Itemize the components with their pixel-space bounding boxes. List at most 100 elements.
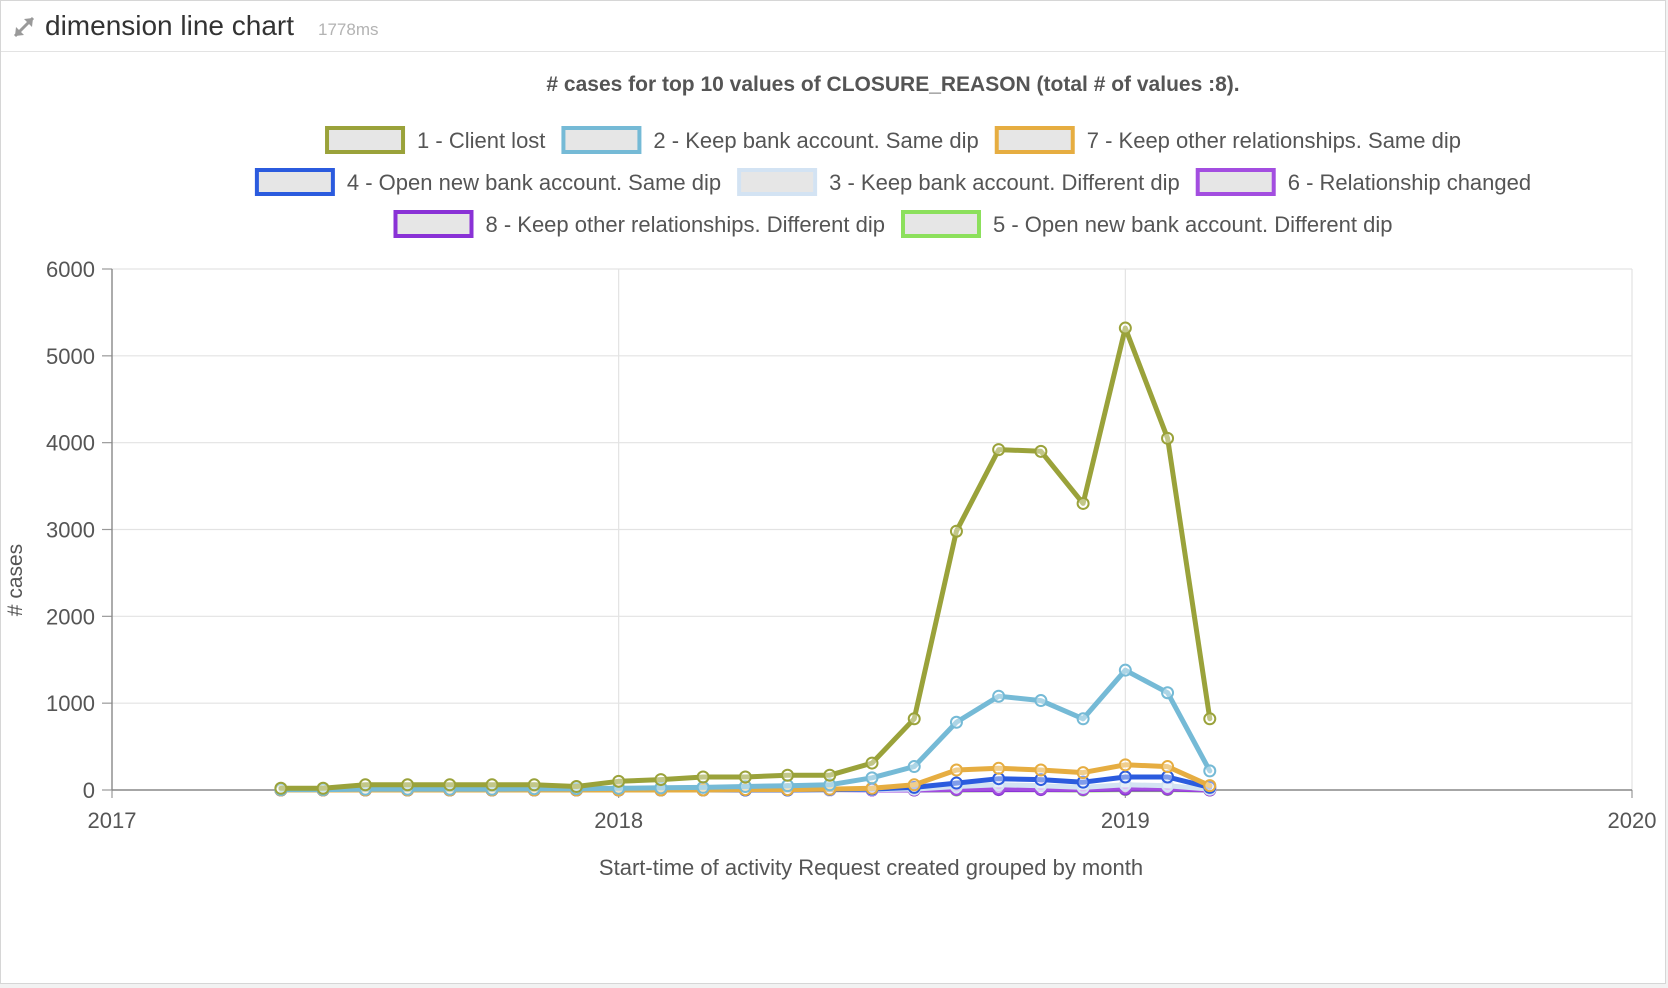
legend-item-2[interactable]: 2 - Keep bank account. Same dip — [561, 126, 979, 154]
legend-label: 3 - Keep bank account. Different dip — [829, 170, 1180, 195]
legend-label: 1 - Client lost — [417, 128, 545, 153]
chart-grid — [112, 268, 1633, 790]
y-tick-label: 1000 — [46, 691, 95, 716]
legend-swatch — [254, 168, 335, 196]
data-point[interactable] — [1203, 712, 1217, 726]
y-tick-label: 4000 — [46, 431, 95, 456]
legend-item-5[interactable]: 3 - Keep bank account. Different dip — [737, 168, 1180, 196]
chart-axes: 0 1000 2000 3000 4000 5000 6000 2017 2018 2019 202… — [46, 257, 1656, 833]
chart-series — [274, 321, 1217, 797]
data-point[interactable] — [1161, 779, 1175, 793]
legend-item-6[interactable]: 6 - Relationship changed — [1195, 168, 1531, 196]
legend-label: 7 - Keep other relationships. Same dip — [1087, 128, 1461, 153]
data-point[interactable] — [612, 774, 626, 788]
legend-item-3[interactable]: 7 - Keep other relationships. Same dip — [994, 126, 1461, 154]
legend-swatch — [994, 126, 1075, 154]
data-point[interactable] — [781, 779, 795, 793]
y-tick-label: 5000 — [46, 344, 95, 369]
data-point[interactable] — [823, 778, 837, 792]
data-point[interactable] — [1161, 770, 1175, 784]
data-point[interactable] — [907, 712, 921, 726]
data-point[interactable] — [654, 773, 668, 787]
data-point[interactable] — [1076, 712, 1090, 726]
data-point[interactable] — [1118, 770, 1132, 784]
data-point[interactable] — [1076, 775, 1090, 789]
data-point[interactable] — [401, 778, 415, 792]
data-point[interactable] — [358, 778, 372, 792]
y-tick-label: 3000 — [46, 518, 95, 543]
data-point[interactable] — [823, 768, 837, 782]
legend-swatch — [900, 210, 981, 238]
legend-item-7[interactable]: 8 - Keep other relationships. Different … — [393, 210, 885, 238]
legend-swatch — [561, 126, 642, 154]
data-point[interactable] — [865, 781, 879, 795]
data-point[interactable] — [992, 772, 1006, 786]
data-point[interactable] — [907, 760, 921, 774]
data-point[interactable] — [865, 771, 879, 785]
data-point[interactable] — [1161, 431, 1175, 445]
data-point[interactable] — [527, 778, 541, 792]
data-point[interactable] — [781, 768, 795, 782]
panel-header: dimension line chart 1778ms — [1, 1, 1665, 52]
data-point[interactable] — [1034, 763, 1048, 777]
data-point[interactable] — [316, 781, 330, 795]
series-1 — [274, 321, 1217, 795]
data-point[interactable] — [1076, 496, 1090, 510]
data-point[interactable] — [1034, 444, 1048, 458]
data-point[interactable] — [992, 761, 1006, 775]
data-point[interactable] — [738, 780, 752, 794]
data-point[interactable] — [1161, 686, 1175, 700]
x-axis-label: Start-time of activity Request created g… — [599, 855, 1143, 880]
data-point[interactable] — [992, 689, 1006, 703]
data-point[interactable] — [1034, 773, 1048, 787]
legend-label: 6 - Relationship changed — [1288, 170, 1531, 195]
legend-swatch — [1195, 168, 1276, 196]
panel-timing: 1778ms — [318, 20, 379, 39]
data-point[interactable] — [274, 781, 288, 795]
data-point[interactable] — [992, 443, 1006, 457]
data-point[interactable] — [696, 780, 710, 794]
y-tick-label: 2000 — [46, 604, 95, 629]
x-tick-label: 2017 — [88, 808, 137, 833]
data-point[interactable] — [1034, 694, 1048, 708]
legend-label: 8 - Keep other relationships. Different … — [485, 212, 885, 237]
x-tick-label: 2020 — [1608, 808, 1657, 833]
x-tick-label: 2018 — [594, 808, 643, 833]
data-point[interactable] — [443, 778, 457, 792]
data-point[interactable] — [485, 778, 499, 792]
legend-label: 2 - Keep bank account. Same dip — [653, 128, 978, 153]
data-point[interactable] — [865, 756, 879, 770]
x-tick-label: 2019 — [1101, 808, 1150, 833]
data-point[interactable] — [1076, 766, 1090, 780]
data-point[interactable] — [949, 763, 963, 777]
data-point[interactable] — [1118, 758, 1132, 772]
legend-swatch — [737, 168, 818, 196]
data-point[interactable] — [569, 780, 583, 794]
y-axis-label: # cases — [4, 544, 27, 616]
legend-item-4[interactable]: 4 - Open new bank account. Same dip — [254, 168, 721, 196]
data-point[interactable] — [696, 770, 710, 784]
line-chart: # cases for top 10 values of CLOSURE_REA… — [4, 73, 1656, 880]
legend-label: 4 - Open new bank account. Same dip — [347, 170, 721, 195]
series-line — [278, 325, 1213, 791]
data-point[interactable] — [1203, 764, 1217, 778]
expand-arrows-icon[interactable] — [11, 14, 37, 40]
data-point[interactable] — [1118, 663, 1132, 677]
y-tick-label: 0 — [83, 778, 95, 803]
data-point[interactable] — [949, 715, 963, 729]
data-point[interactable] — [907, 778, 921, 792]
legend-item-8[interactable]: 5 - Open new bank account. Different dip — [900, 210, 1393, 238]
legend-item-1[interactable]: 1 - Client lost — [325, 126, 545, 154]
legend-swatch — [325, 126, 406, 154]
panel-title: dimension line chart — [45, 10, 295, 41]
y-tick-label: 6000 — [46, 257, 95, 282]
data-point[interactable] — [949, 524, 963, 538]
data-point[interactable] — [949, 776, 963, 790]
legend-label: 5 - Open new bank account. Different dip — [993, 212, 1393, 237]
data-point[interactable] — [1161, 760, 1175, 774]
data-point[interactable] — [1118, 321, 1132, 335]
data-point[interactable] — [738, 770, 752, 784]
chart-title: # cases for top 10 values of CLOSURE_REA… — [546, 73, 1239, 96]
data-point[interactable] — [1203, 779, 1217, 793]
